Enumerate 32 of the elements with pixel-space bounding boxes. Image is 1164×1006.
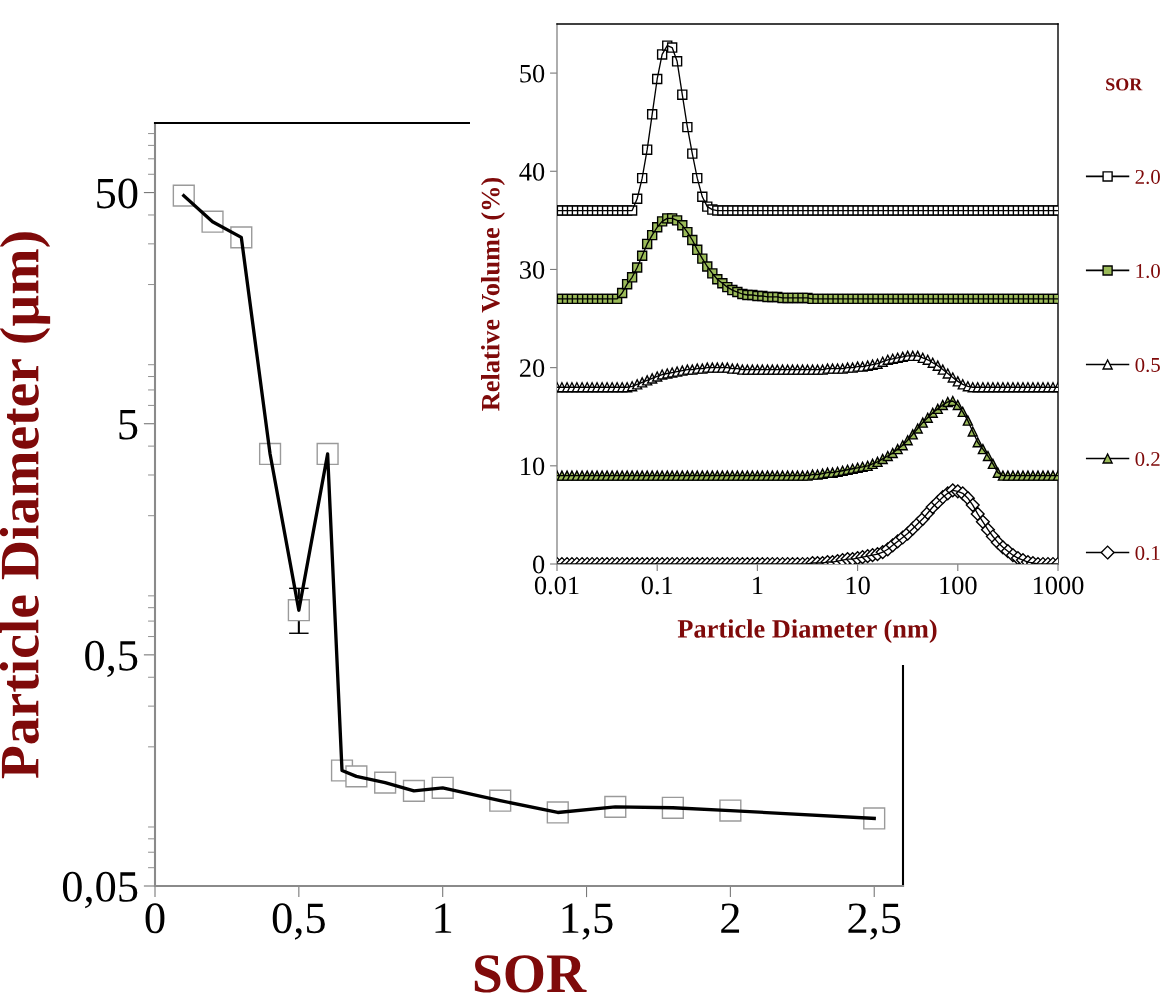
y-tick-label: 50	[520, 64, 545, 83]
x-tick-label: 0,5	[272, 903, 325, 940]
x-tick-label: 0	[145, 903, 165, 934]
legend-title: SOR	[1106, 78, 1143, 91]
legend-label: 0.1	[1135, 545, 1160, 561]
x-tick-label: 1000	[1033, 576, 1084, 595]
legend-label: 1.0	[1136, 263, 1160, 279]
y-axis-title: Relative Volume (%)	[480, 177, 505, 411]
x-tick-label: 100	[940, 576, 977, 595]
x-tick-label: 1	[753, 576, 763, 595]
legend-label: 2.0	[1135, 169, 1160, 185]
y-tick-label: 5	[119, 410, 138, 440]
x-tick-label: 10	[846, 576, 870, 595]
legend-label: 0.2	[1135, 451, 1160, 467]
x-tick-label: 1,5	[562, 903, 613, 940]
x-tick-label: 0.1	[641, 576, 673, 595]
x-tick-label: 0.01	[534, 576, 579, 595]
legend-label: 0.5	[1135, 357, 1160, 373]
y-tick-label: 40	[519, 162, 545, 181]
y-tick-label: 30	[520, 261, 545, 279]
y-tick-label: 0,05	[62, 871, 138, 909]
y-tick-label: 50	[97, 178, 138, 209]
y-tick-label: 20	[519, 359, 545, 378]
y-tick-label: 0	[533, 555, 545, 574]
x-tick-label: 2,5	[848, 903, 901, 940]
y-tick-label: 0,5	[85, 640, 138, 678]
x-tick-label: 2	[721, 903, 740, 933]
x-axis-title: Particle Diameter (nm)	[677, 619, 937, 644]
x-tick-label: 1	[435, 903, 452, 933]
x-axis-title: SOR	[474, 955, 587, 993]
y-tick-label: 10	[521, 457, 545, 476]
y-axis-title: Particle Diameter (µm)	[0, 232, 51, 779]
